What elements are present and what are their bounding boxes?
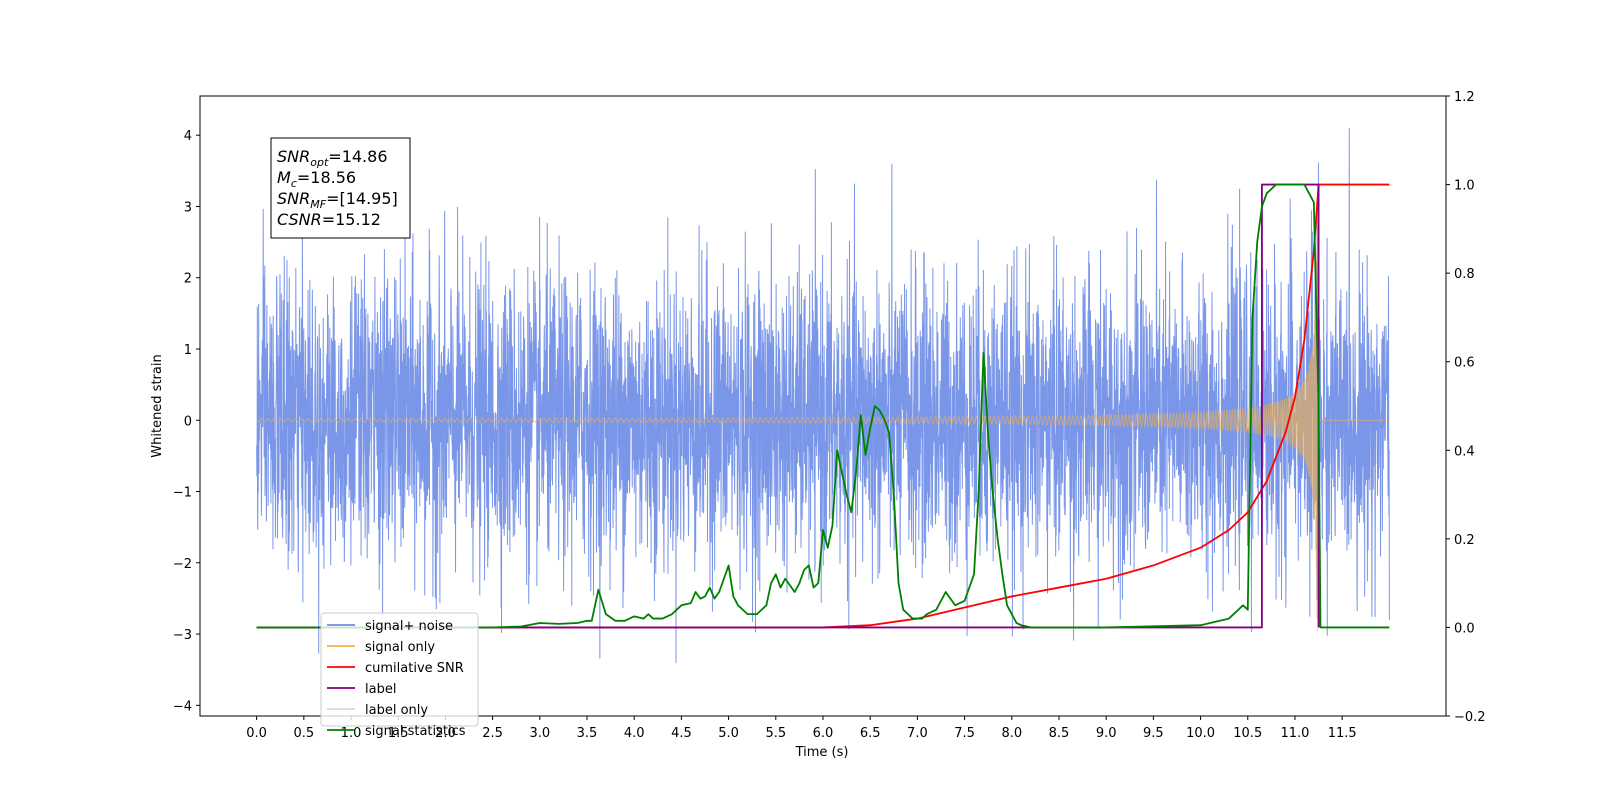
x-tick-label: 11.0 (1280, 726, 1309, 741)
x-tick-label: 5.0 (718, 726, 739, 741)
x-axis-ticks: 0.0 0.5 1.0 1.5 2.0 2.5 3.0 3.5 4.0 4.5 5.0 5.5 6.0 6… (246, 716, 1357, 741)
y-tick-label: 2 (184, 272, 192, 287)
y-tick-label: 3 (184, 200, 192, 215)
x-tick-label: 2.0 (435, 726, 456, 741)
x-tick-label: 1.0 (341, 726, 362, 741)
x-tick-label: 8.0 (1001, 726, 1022, 741)
legend-label: label only (365, 703, 428, 718)
legend-frame (320, 612, 479, 727)
x-tick-label: 2.5 (482, 726, 503, 741)
series-layer (256, 128, 1390, 664)
x-tick-label: 9.0 (1096, 726, 1117, 741)
y-tick-label: −4 (173, 699, 192, 714)
y-tick-label: −1 (173, 486, 192, 501)
annotation-box: SNRopt=14.86 Mc=18.56 SNRMF=[14.95] CSNR… (270, 137, 411, 239)
x-tick-label: 0.0 (246, 726, 267, 741)
y-tick-label: −3 (173, 628, 192, 643)
x-axis-label: Time (s) (795, 745, 849, 760)
x-tick-label: 6.5 (860, 726, 881, 741)
annotation-snr-mf: SNRMF=[14.95] (277, 189, 398, 211)
y-tick-label: 4 (184, 129, 192, 144)
x-tick-label: 0.5 (293, 726, 314, 741)
x-tick-label: 6.0 (813, 726, 834, 741)
legend-label: label (365, 682, 396, 697)
annotation-chirp-mass: Mc=18.56 (277, 168, 356, 190)
y2-tick-label: 0.2 (1454, 533, 1475, 548)
y2-tick-label: 0.4 (1454, 444, 1475, 459)
x-tick-label: 10.0 (1186, 726, 1215, 741)
y2-tick-label: 1.2 (1454, 90, 1475, 105)
legend-label: signal only (365, 640, 435, 655)
y-axis-label: Whitened strain (150, 354, 165, 457)
x-tick-label: 7.5 (954, 726, 975, 741)
x-tick-label: 4.5 (671, 726, 692, 741)
x-tick-label: 10.5 (1233, 726, 1262, 741)
annotation-snr-opt: SNRopt=14.86 (277, 147, 388, 169)
annotation-csnr: CSNR=15.12 (277, 210, 381, 229)
x-tick-label: 1.5 (388, 726, 409, 741)
series-line-signal-only (256, 206, 1390, 632)
x-tick-label: 11.5 (1328, 726, 1357, 741)
series-line-signal-noise (256, 128, 1390, 664)
y2-tick-label: −0.2 (1454, 710, 1486, 725)
x-tick-label: 3.5 (577, 726, 598, 741)
x-tick-label: 9.5 (1143, 726, 1164, 741)
x-tick-label: 7.0 (907, 726, 928, 741)
y-tick-label: 0 (184, 414, 192, 429)
legend-label: cumilative SNR (365, 661, 464, 676)
y2-tick-label: 0.8 (1454, 267, 1475, 282)
series-line-signal-statistics (256, 183, 1390, 629)
legend: signal+ noise signal only cumilative SNR la… (320, 612, 479, 739)
x-tick-label: 3.0 (529, 726, 550, 741)
legend-label: signal+ noise (365, 619, 453, 634)
y2-tick-label: 1.0 (1454, 179, 1475, 194)
legend-label: signal statistics (365, 724, 466, 739)
y-tick-label: 1 (184, 343, 192, 358)
y2-axis-ticks: 1.2 1.0 0.8 0.6 0.4 0.2 0.0 −0.2 (1446, 90, 1486, 725)
x-tick-label: 5.5 (765, 726, 786, 741)
x-tick-label: 4.0 (624, 726, 645, 741)
y2-tick-label: 0.0 (1454, 621, 1475, 636)
series-line-label (256, 183, 1320, 629)
y-axis-ticks: 4 3 2 1 0 −1 −2 −3 −4 (173, 129, 200, 714)
y-tick-label: −2 (173, 557, 192, 572)
annotation-frame (270, 137, 411, 239)
x-tick-label: 8.5 (1049, 726, 1070, 741)
y2-tick-label: 0.6 (1454, 356, 1475, 371)
